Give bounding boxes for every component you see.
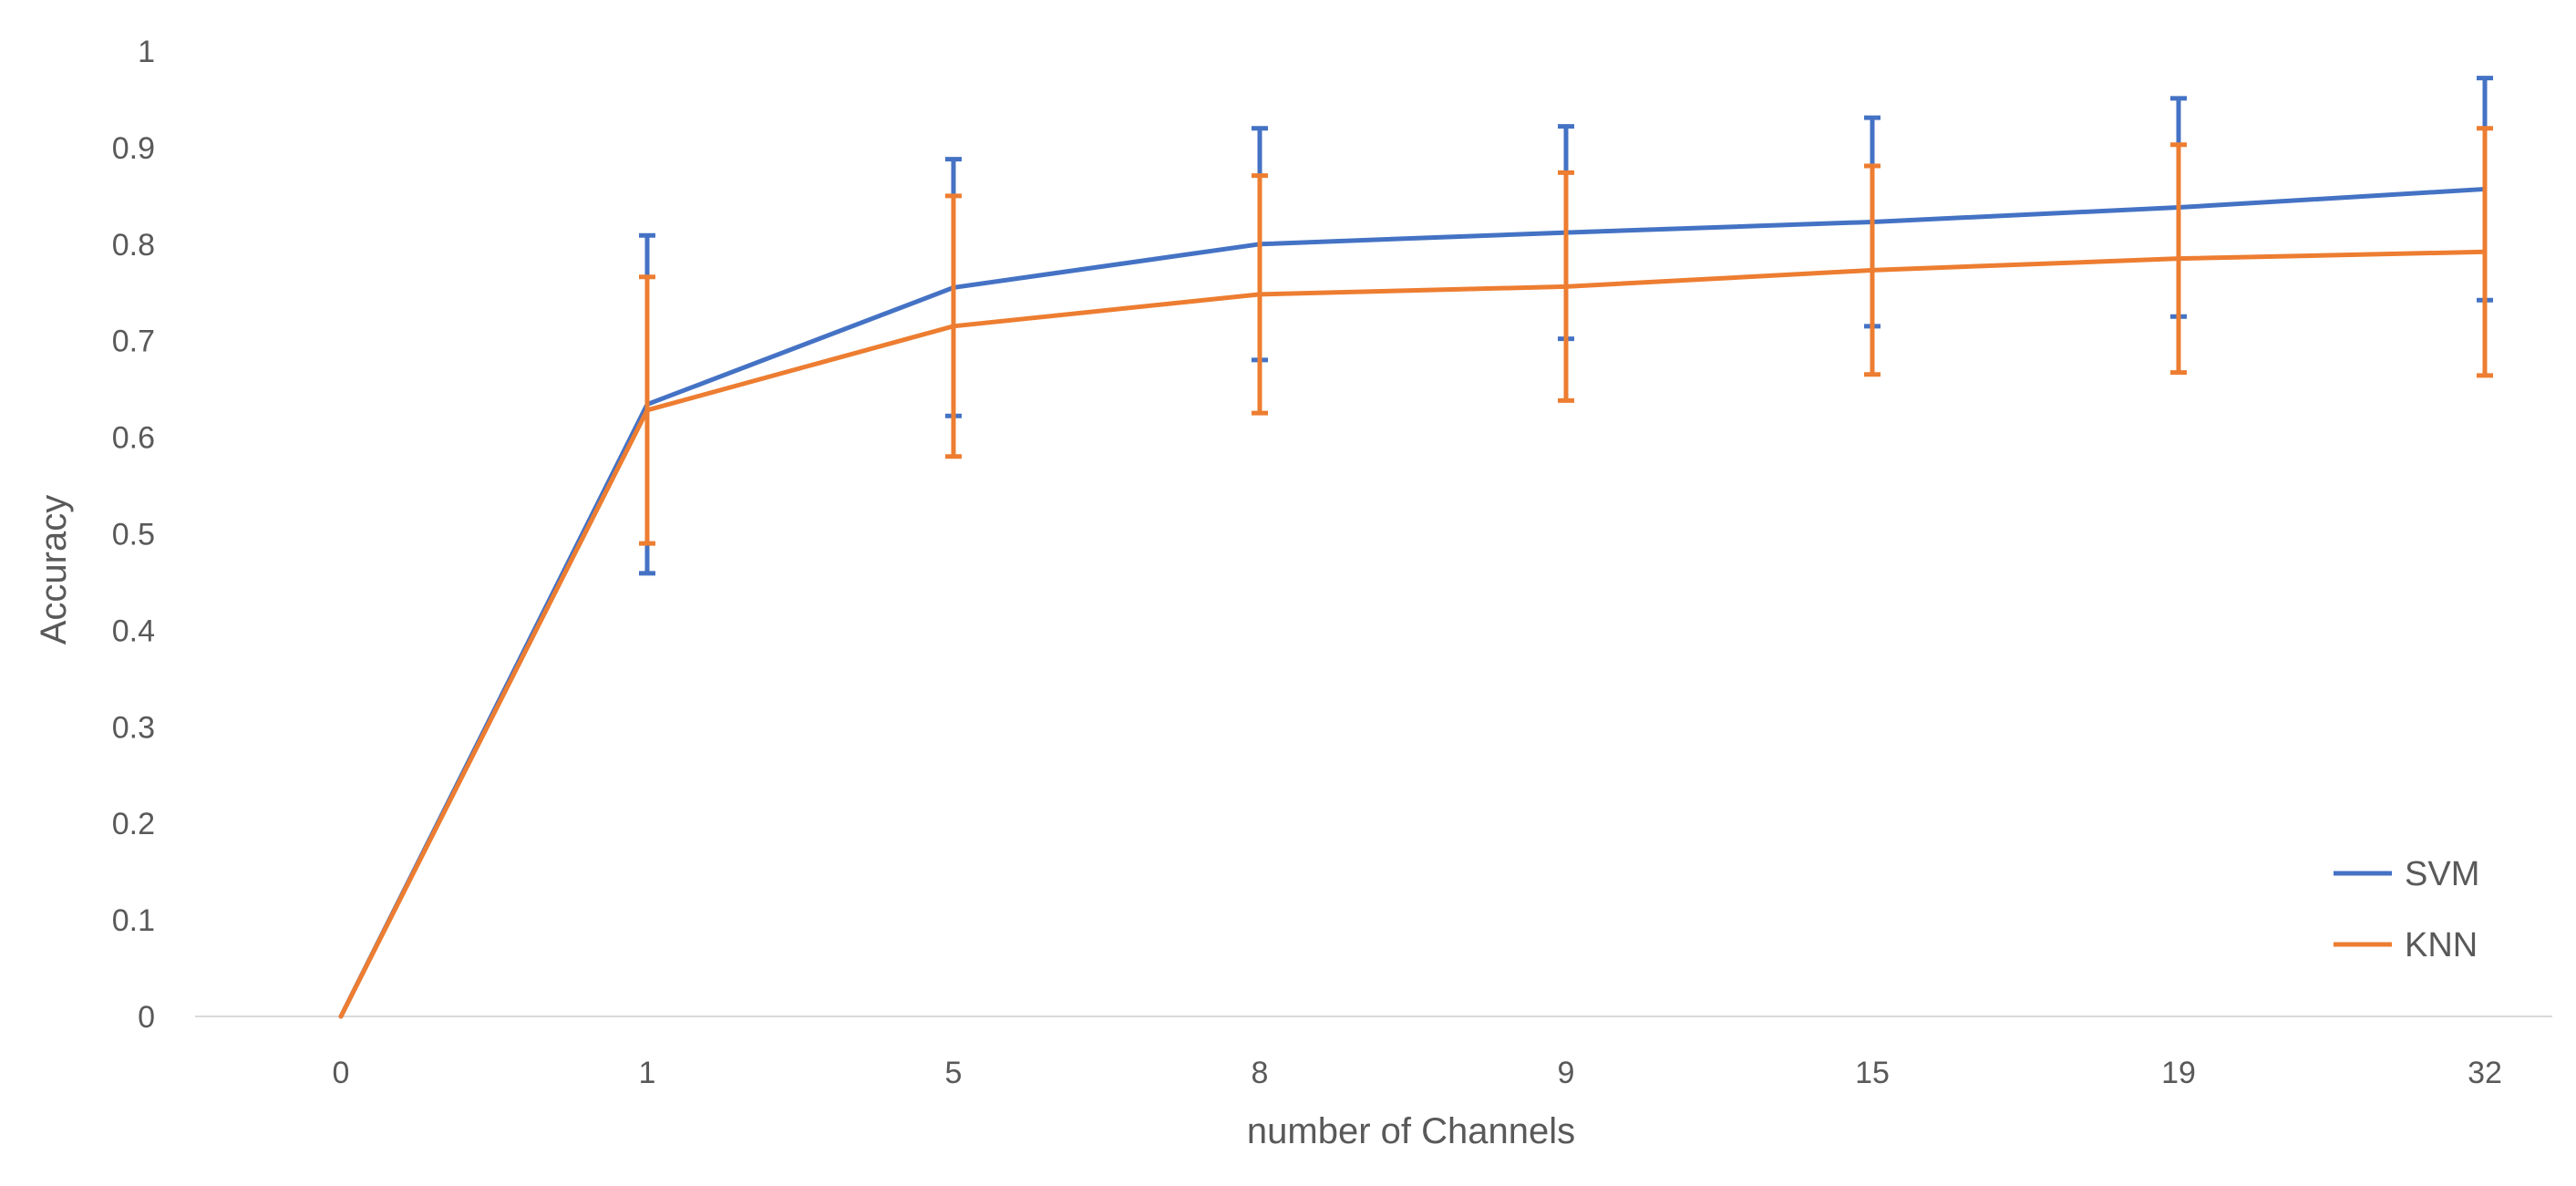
y-tick-label: 0.6 [112,421,155,456]
y-tick-labels: 0 0.1 0.2 0.3 0.4 0.5 0.6 0.7 0.8 0.9 1 [112,35,155,1035]
series-line-knn [338,249,2488,1019]
error-bar-knn [945,193,962,459]
legend-label: KNN [2405,926,2478,964]
y-tick-label: 0.3 [112,710,155,745]
error-bar-knn [2477,126,2493,378]
error-bar-knn [1558,170,1574,403]
x-tick-label: 32 [2468,1056,2502,1090]
x-tick-label: 0 [333,1056,350,1090]
y-axis-title: Accuracy [34,495,74,645]
x-tick-label: 8 [1252,1056,1269,1090]
x-tick-label: 15 [1855,1056,1890,1090]
y-tick-label: 0.5 [112,518,155,552]
series [338,186,2488,1019]
y-tick-label: 0.9 [112,131,155,166]
x-tick-label: 1 [639,1056,656,1090]
legend-entry-knn: KNN [2334,926,2478,964]
series-line-svm [338,186,2488,1019]
y-tick-label: 0.8 [112,228,155,263]
x-axis-title: number of Channels [1247,1111,1575,1151]
legend: SVM KNN [2334,855,2479,964]
y-tick-label: 0.1 [112,903,155,938]
error-bars [639,76,2493,576]
y-tick-label: 1 [138,35,155,69]
error-bar-knn [2170,142,2187,376]
y-tick-label: 0 [138,1000,155,1035]
legend-label: SVM [2405,855,2479,893]
x-tick-label: 9 [1558,1056,1575,1090]
x-tick-label: 19 [2161,1056,2196,1090]
y-tick-label: 0.4 [112,614,155,648]
y-tick-label: 0.7 [112,325,155,359]
error-bar-knn [1252,173,1268,416]
legend-entry-svm: SVM [2334,855,2479,893]
error-bar-knn [1864,163,1880,377]
x-tick-labels: 0 1 5 8 9 15 19 32 [333,1056,2502,1090]
y-tick-label: 0.2 [112,807,155,841]
error-bar-knn [639,274,655,546]
x-tick-label: 5 [945,1056,963,1090]
